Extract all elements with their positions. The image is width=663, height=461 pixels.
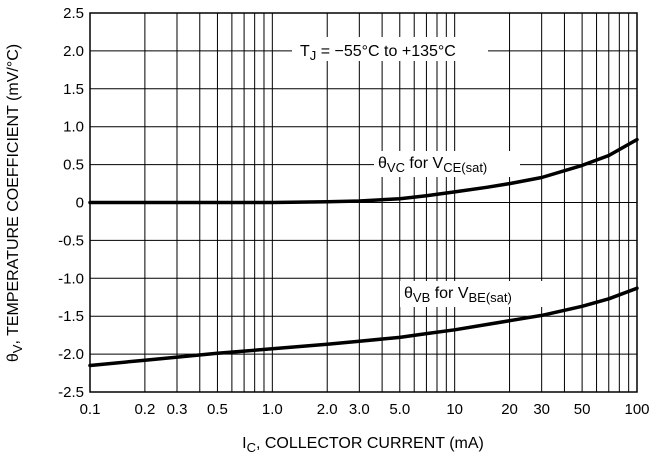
- vc-annotation: θVC for VCE(sat): [378, 155, 487, 175]
- series-group: [88, 137, 639, 368]
- x-tick-label: 30: [533, 401, 550, 418]
- vb-v-sub: BE(sat): [468, 290, 511, 305]
- tj-annotation: TJ = −55°C to +135°C: [300, 43, 456, 63]
- y-tick-label: -1.0: [58, 270, 84, 287]
- vc-v-sub: CE(sat): [443, 160, 487, 175]
- x-tick-label: 0.1: [80, 401, 101, 418]
- plot-frame: [89, 12, 638, 393]
- y-tick-label: -1.5: [58, 308, 84, 325]
- vb-mid: for V: [430, 285, 469, 302]
- y-tick-label: -0.5: [58, 232, 84, 249]
- vb-theta: θ: [404, 285, 413, 302]
- tj-pre: T: [300, 43, 310, 60]
- x-tick-label: 3.0: [349, 401, 370, 418]
- x-axis-title: IC, COLLECTOR CURRENT (mA): [242, 435, 484, 455]
- series-vb-line: [88, 286, 639, 368]
- x-tick-label: 100: [624, 401, 649, 418]
- x-tick-label: 2.0: [317, 401, 338, 418]
- y-tick-label: -2.0: [58, 346, 84, 363]
- x-axis-title-rest: , COLLECTOR CURRENT (mA): [256, 435, 484, 452]
- x-tick-label: 10: [446, 401, 463, 418]
- vc-mid: for V: [405, 155, 444, 172]
- x-tick-label: 0.2: [134, 401, 155, 418]
- vb-annotation: θVB for VBE(sat): [404, 285, 512, 305]
- x-tick-label: 0.3: [167, 401, 188, 418]
- tj-post: = −55°C to +135°C: [316, 43, 456, 60]
- x-tick-label: 5.0: [389, 401, 410, 418]
- y-axis-title: θV, TEMPERATURE COEFFICIENT (mV/°C): [5, 44, 25, 362]
- vc-theta: θ: [378, 155, 387, 172]
- vb-theta-sub: VB: [413, 290, 430, 305]
- vc-annotation-bg: [374, 151, 520, 177]
- y-tick-label: 1.5: [63, 81, 84, 98]
- y-axis-title-sub: V: [10, 344, 25, 353]
- x-tick-label: 50: [574, 401, 591, 418]
- y-tick-label: -2.5: [58, 384, 84, 401]
- x-tick-label: 0.5: [207, 401, 228, 418]
- y-tick-label: 2.0: [63, 43, 84, 60]
- y-tick-label: 1.0: [63, 119, 84, 136]
- y-tick-label: 0: [76, 195, 84, 212]
- series-vc-line: [88, 137, 639, 205]
- y-tick-label: 0.5: [63, 157, 84, 174]
- tj-annotation-bg: [292, 37, 488, 61]
- x-axis-title-sub: C: [247, 440, 256, 455]
- x-axis-title-main: I: [242, 435, 246, 452]
- vb-annotation-bg: [400, 281, 546, 307]
- x-tick-label: 20: [501, 401, 518, 418]
- y-axis-title-main: θ: [5, 353, 22, 362]
- y-axis-title-rest: , TEMPERATURE COEFFICIENT (mV/°C): [5, 44, 22, 345]
- tick-labels: 0.1 0.2 0.3 0.5 1.0 2.0 3.0 5.0 10 20 30 50 100 2.5 2.…: [58, 5, 649, 418]
- y-tick-label: 2.5: [63, 5, 84, 22]
- tj-sub: J: [310, 48, 317, 63]
- vc-theta-sub: VC: [387, 160, 405, 175]
- x-tick-label: 1.0: [262, 401, 283, 418]
